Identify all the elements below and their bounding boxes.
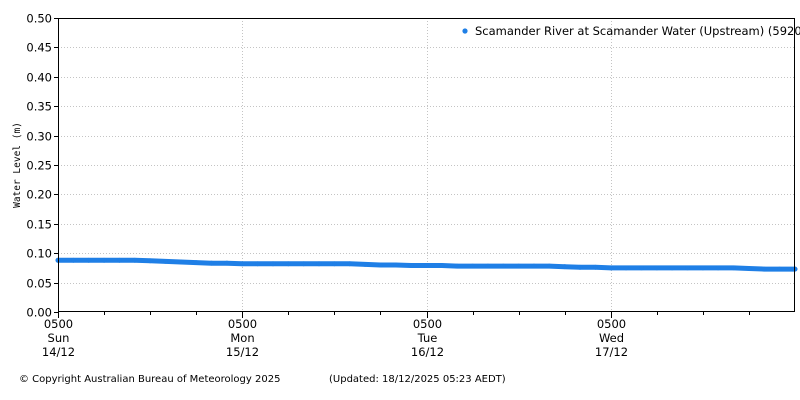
x-tick-day-label: Wed bbox=[599, 331, 624, 345]
y-tick-label: 0.40 bbox=[26, 71, 52, 85]
plot-frame bbox=[58, 18, 795, 312]
data-point bbox=[424, 263, 429, 268]
x-tick-date-label: 15/12 bbox=[226, 345, 259, 359]
x-tick-time-label: 0500 bbox=[597, 317, 626, 331]
x-tick-date-label: 16/12 bbox=[411, 345, 444, 359]
data-point bbox=[470, 263, 475, 269]
x-tick-time-label: 0500 bbox=[228, 317, 257, 331]
grid-lines bbox=[58, 18, 795, 312]
data-point bbox=[546, 263, 552, 269]
data-point bbox=[777, 266, 782, 272]
legend: Scamander River at Scamander Water (Upst… bbox=[462, 24, 800, 38]
data-point bbox=[71, 257, 76, 263]
data-point bbox=[332, 261, 337, 267]
data-point bbox=[255, 261, 260, 267]
y-tick-label: 0.00 bbox=[26, 306, 52, 320]
y-tick-label: 0.50 bbox=[26, 12, 52, 26]
data-point bbox=[700, 265, 706, 271]
y-tick-label: 0.30 bbox=[26, 130, 52, 144]
data-point bbox=[593, 264, 598, 270]
data-point bbox=[439, 263, 445, 268]
data-point bbox=[301, 261, 307, 267]
data-point bbox=[639, 265, 644, 271]
y-tick-label: 0.25 bbox=[26, 159, 52, 173]
data-point bbox=[316, 261, 322, 267]
legend-series-label: Scamander River at Scamander Water (Upst… bbox=[475, 24, 800, 38]
data-point bbox=[715, 265, 721, 271]
x-tick-date-label: 14/12 bbox=[42, 345, 75, 359]
data-point bbox=[608, 265, 614, 271]
y-tick-label: 0.45 bbox=[26, 41, 52, 55]
data-point bbox=[347, 261, 353, 267]
x-tick-day-label: Mon bbox=[230, 331, 254, 345]
data-point bbox=[731, 265, 736, 271]
data-point bbox=[224, 260, 230, 266]
y-tick-label: 0.10 bbox=[26, 247, 52, 261]
data-point bbox=[147, 258, 153, 264]
data-point bbox=[393, 262, 399, 268]
data-point bbox=[362, 262, 368, 267]
data-point bbox=[86, 257, 92, 263]
data-point bbox=[577, 264, 583, 270]
data-point bbox=[531, 263, 537, 269]
data-point bbox=[408, 263, 414, 268]
data-point bbox=[209, 260, 214, 266]
y-axis-ticks: 0.00 0.05 0.10 0.15 0.20 0.25 0.30 0.35 0.40 0.45… bbox=[26, 12, 58, 320]
data-point bbox=[685, 265, 690, 271]
data-point bbox=[193, 260, 199, 265]
data-point bbox=[516, 263, 521, 269]
data-point bbox=[117, 257, 122, 263]
data-point bbox=[654, 265, 660, 271]
x-tick-day-label: Tue bbox=[417, 331, 438, 345]
data-point bbox=[623, 265, 629, 271]
data-point bbox=[761, 266, 767, 272]
data-point bbox=[239, 261, 245, 267]
x-tick-time-label: 0500 bbox=[44, 317, 73, 331]
y-tick-label: 0.20 bbox=[26, 188, 52, 202]
data-point bbox=[378, 262, 383, 268]
x-tick-day-label: Sun bbox=[48, 331, 70, 345]
data-point bbox=[101, 257, 107, 263]
data-point bbox=[500, 263, 506, 269]
data-point bbox=[132, 257, 138, 263]
y-axis-label: Water Level (m) bbox=[12, 122, 23, 208]
data-point bbox=[746, 266, 752, 271]
copyright-notice: © Copyright Australian Bureau of Meteoro… bbox=[19, 374, 281, 385]
series-group bbox=[55, 257, 798, 272]
x-tick-time-label: 0500 bbox=[413, 317, 442, 331]
data-point bbox=[285, 261, 291, 267]
data-point bbox=[669, 265, 675, 271]
x-tick-date-label: 17/12 bbox=[595, 345, 628, 359]
data-point bbox=[163, 259, 168, 264]
x-axis-ticks: 0500Sun14/120500Mon15/120500Tue16/120500… bbox=[42, 312, 750, 359]
y-tick-label: 0.05 bbox=[26, 277, 52, 291]
data-point bbox=[562, 264, 568, 270]
legend-marker bbox=[462, 28, 468, 34]
updated-timestamp: (Updated: 18/12/2025 05:23 AEDT) bbox=[329, 374, 506, 385]
data-point bbox=[485, 263, 491, 269]
y-tick-label: 0.35 bbox=[26, 100, 52, 114]
y-tick-label: 0.15 bbox=[26, 218, 52, 232]
data-point bbox=[270, 261, 276, 267]
data-point bbox=[454, 263, 460, 269]
data-point bbox=[178, 259, 184, 265]
